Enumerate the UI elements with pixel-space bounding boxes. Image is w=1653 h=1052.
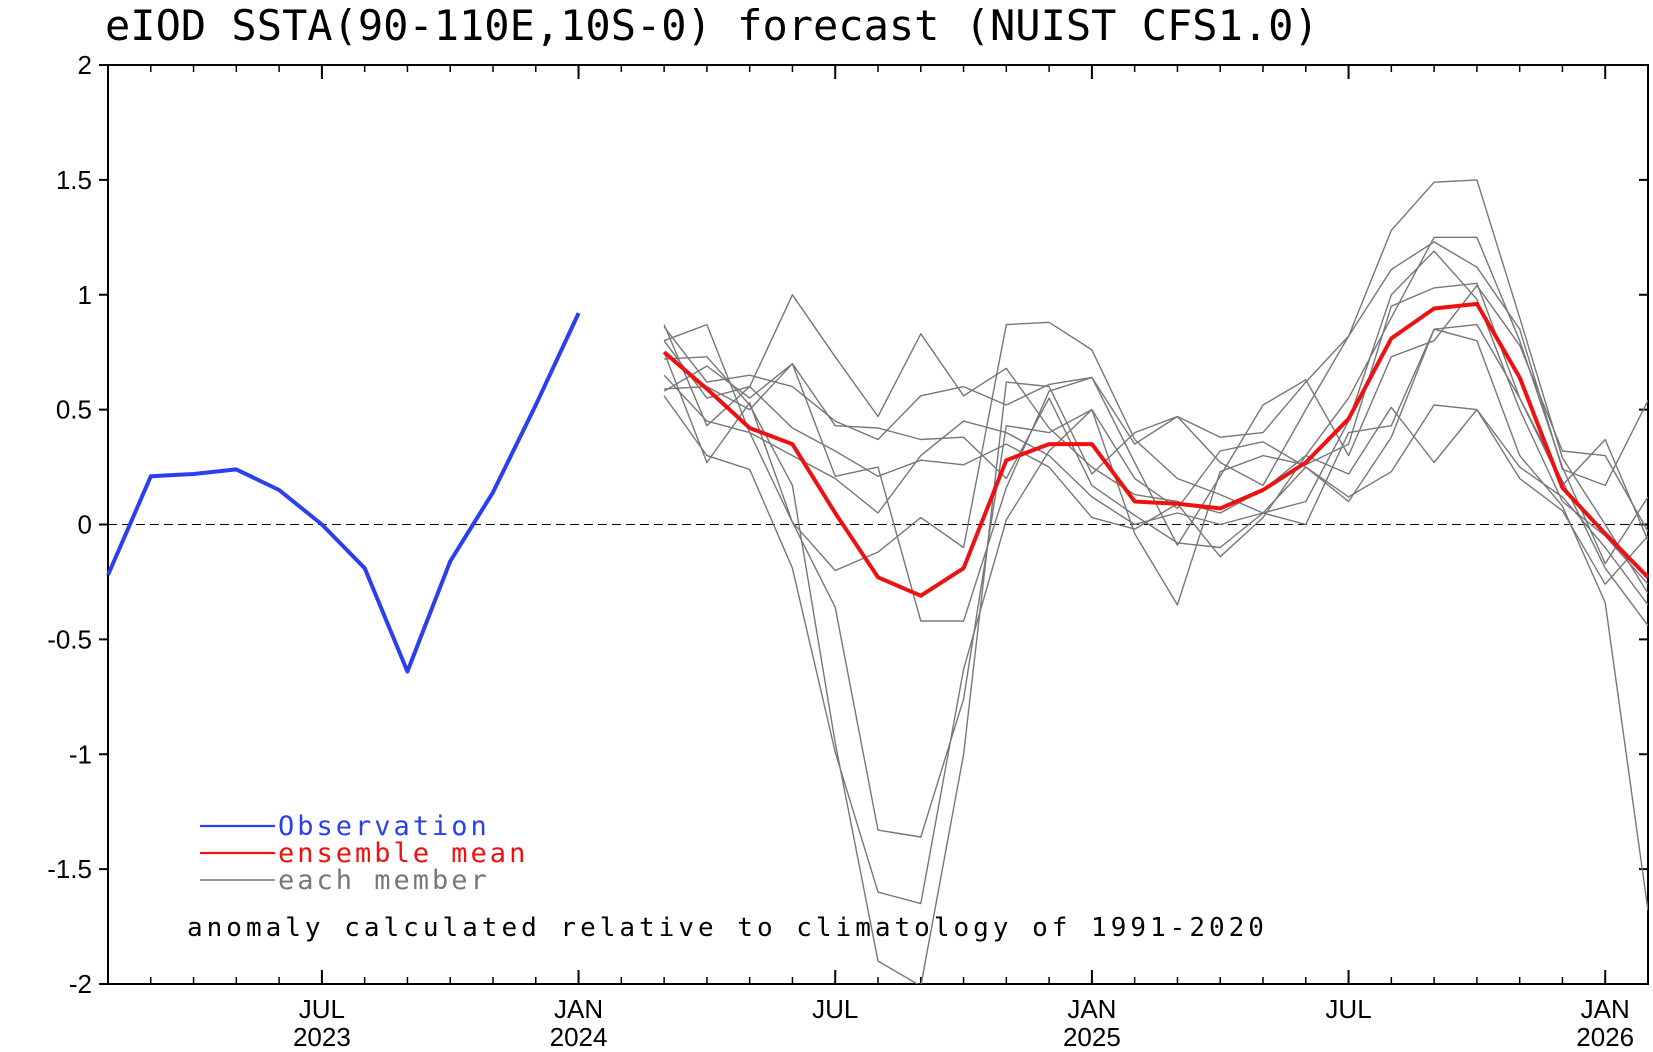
y-tick-label: -1.5 bbox=[47, 854, 92, 884]
y-tick-label: -0.5 bbox=[47, 624, 92, 654]
x-tick-label-year: 2026 bbox=[1576, 1022, 1634, 1052]
member-series-group bbox=[663, 179, 1648, 984]
observation-group bbox=[106, 312, 581, 674]
member-line-3 bbox=[664, 179, 1648, 984]
y-tick-label: 0.5 bbox=[56, 395, 92, 425]
member-line-5 bbox=[663, 282, 1648, 838]
member-line-7 bbox=[663, 323, 1648, 905]
x-tick-label-month: JUL bbox=[299, 994, 345, 1024]
y-tick-label: 1.5 bbox=[56, 165, 92, 195]
member-line-1 bbox=[663, 236, 1648, 565]
member-line-8 bbox=[664, 328, 1648, 911]
legend-label: each member bbox=[278, 865, 490, 896]
ensemble-mean-line bbox=[662, 301, 1650, 598]
y-tick-label: 0 bbox=[78, 510, 92, 540]
y-tick-label: 1 bbox=[78, 280, 92, 310]
x-tick-label-year: 2025 bbox=[1063, 1022, 1121, 1052]
x-tick-label-year: 2024 bbox=[550, 1022, 608, 1052]
legend-label: Observation bbox=[278, 811, 490, 842]
chart-title: eIOD SSTA(90-110E,10S-0) forecast (NUIST… bbox=[105, 1, 1319, 50]
y-tick-label: -2 bbox=[69, 969, 92, 999]
member-line-4 bbox=[663, 284, 1648, 622]
y-tick-label: 2 bbox=[78, 50, 92, 80]
member-line-10 bbox=[663, 374, 1648, 606]
x-tick-label-month: JAN bbox=[1067, 994, 1116, 1024]
ensemble-mean-group bbox=[662, 301, 1650, 598]
x-tick-label-month: JUL bbox=[1325, 994, 1371, 1024]
x-tick-label-month: JAN bbox=[1581, 994, 1630, 1024]
y-tick-label: -1 bbox=[69, 739, 92, 769]
member-line-9 bbox=[663, 340, 1648, 585]
climatology-note: anomaly calculated relative to climatolo… bbox=[187, 913, 1268, 943]
x-tick-label-month: JUL bbox=[812, 994, 858, 1024]
x-tick-label-year: 2023 bbox=[293, 1022, 351, 1052]
legend-label: ensemble mean bbox=[278, 838, 528, 869]
observation-line bbox=[106, 312, 581, 674]
x-tick-label-month: JAN bbox=[554, 994, 603, 1024]
